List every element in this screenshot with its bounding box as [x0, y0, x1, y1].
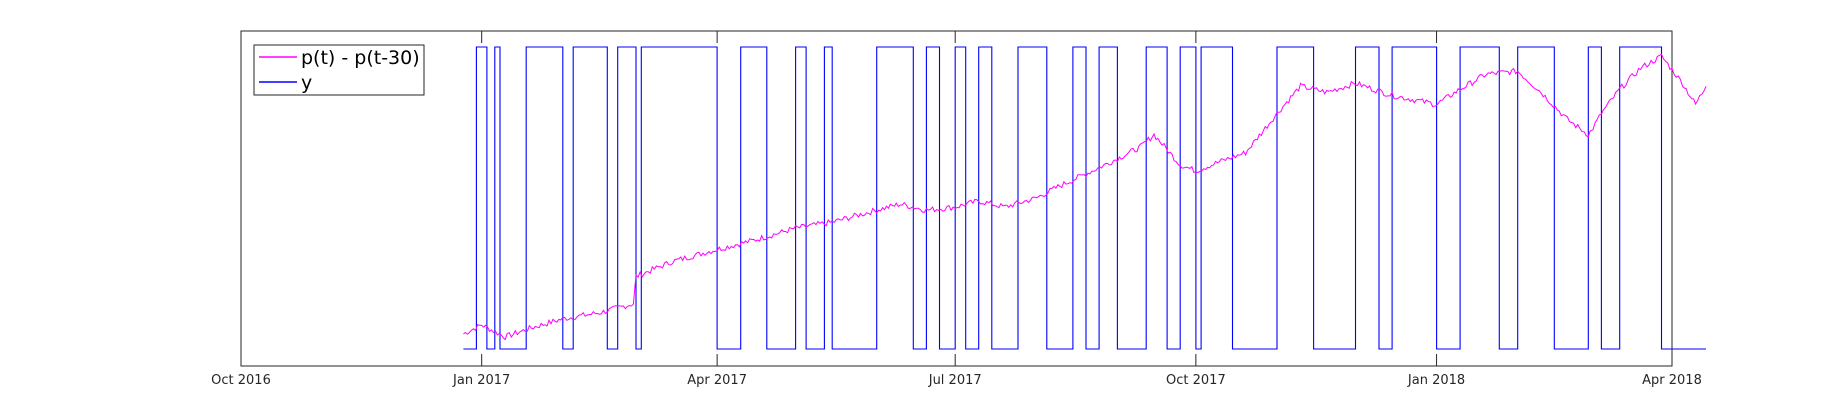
x-tick-label: Oct 2016 [211, 373, 271, 388]
x-tick-label: Apr 2018 [1642, 373, 1702, 388]
x-tick-label: Apr 2017 [687, 373, 747, 388]
plot-area [240, 30, 1673, 367]
legend-box [253, 44, 425, 96]
x-tick-label: Jul 2017 [928, 373, 982, 388]
x-axis: Oct 2016 Jan 2017 Apr 2017 Jul 2017 Oct 2017… [211, 31, 1702, 388]
series-line-p [463, 53, 1707, 341]
x-tick-label: Jan 2017 [452, 373, 510, 388]
legend-label-p: p(t) - p(t-30) [301, 47, 420, 69]
x-tick-label: Jan 2018 [1407, 373, 1465, 388]
series-layer [463, 46, 1707, 350]
legend-label-y: y [301, 72, 312, 94]
legend: p(t) - p(t-30) y [253, 44, 425, 96]
x-tick-label: Oct 2017 [1166, 373, 1226, 388]
series-line-y [463, 46, 1706, 350]
